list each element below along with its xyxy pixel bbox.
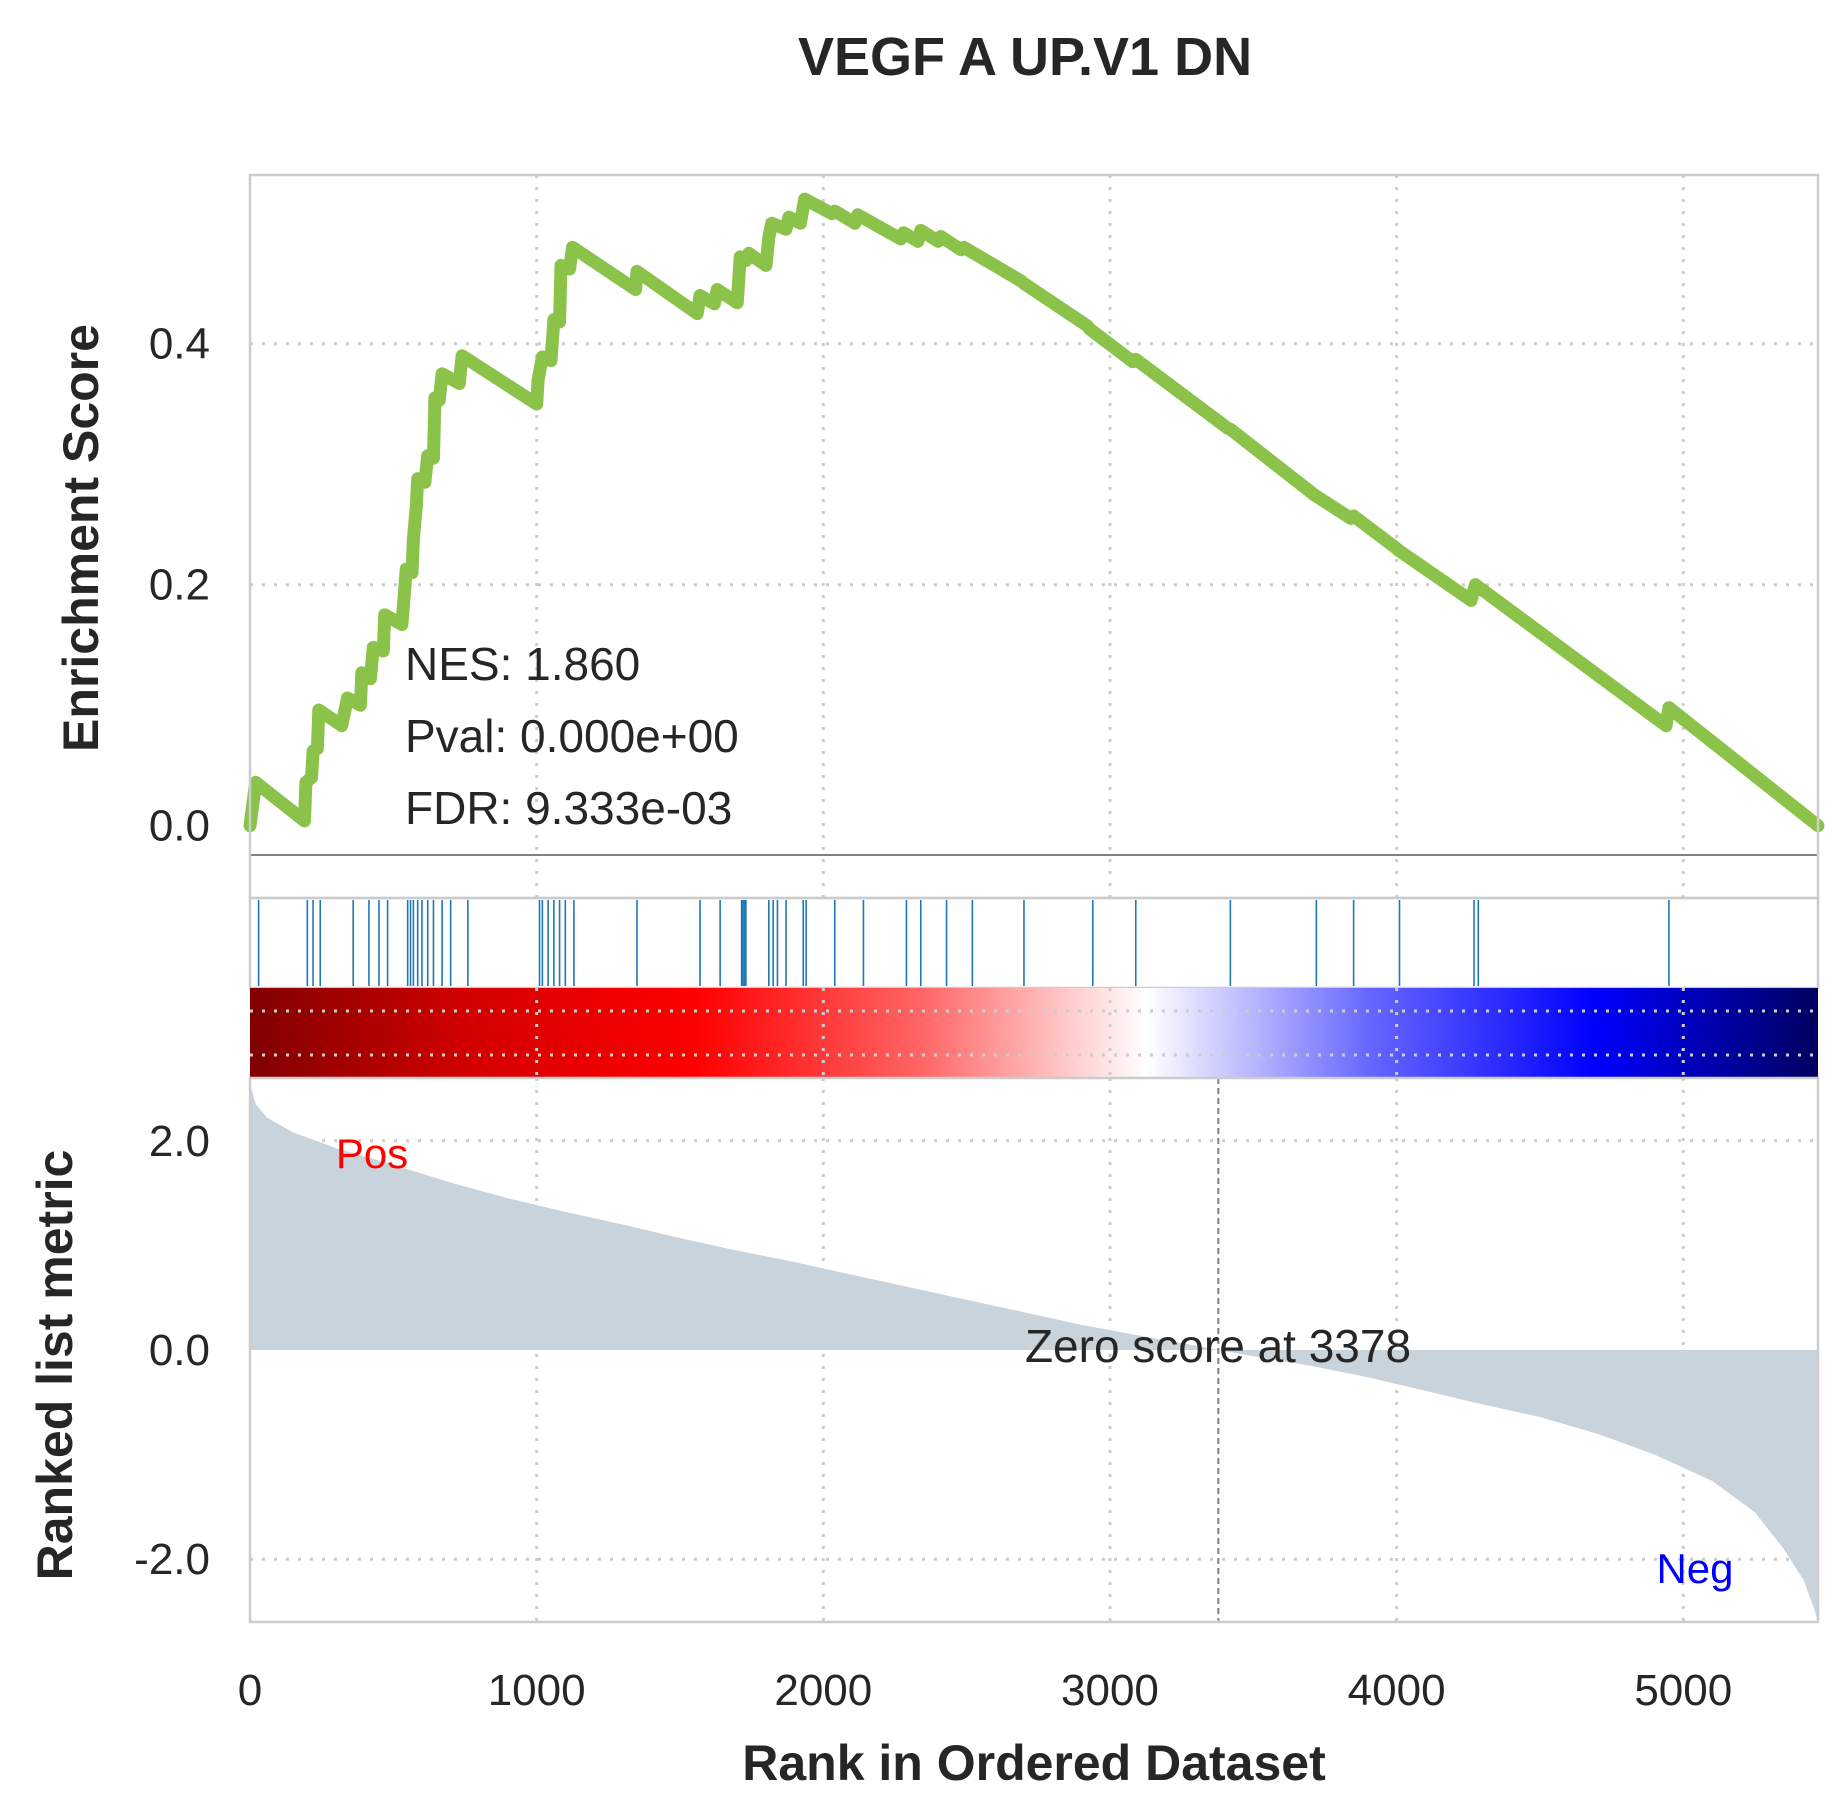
hits-frame bbox=[248, 896, 1820, 990]
ranked-ylabel: Ranked list metric bbox=[27, 1150, 83, 1581]
x-axis-ticks: 0 1000 2000 3000 4000 5000 bbox=[238, 1666, 1732, 1715]
x-tick-label: 1000 bbox=[488, 1666, 586, 1715]
x-axis-label: Rank in Ordered Dataset bbox=[742, 1735, 1326, 1791]
ranked-panel: 2.0 0.0 -2.0 Ranked list metric Pos Neg Ze… bbox=[27, 1076, 1820, 1624]
x-tick-label: 4000 bbox=[1348, 1666, 1446, 1715]
zero-score-annotation: Zero score at 3378 bbox=[1025, 1320, 1411, 1372]
ranked-frame bbox=[248, 1076, 1820, 1624]
y-tick-label: -2.0 bbox=[134, 1535, 210, 1584]
x-tick-label: 0 bbox=[238, 1666, 262, 1715]
y-tick-label: 0.0 bbox=[149, 802, 210, 851]
colorbar-grid bbox=[250, 988, 1818, 1078]
y-tick-label: 0.2 bbox=[149, 561, 210, 610]
chart-title: VEGF A UP.V1 DN bbox=[798, 27, 1252, 87]
neg-label: Neg bbox=[1656, 1545, 1733, 1592]
pos-label: Pos bbox=[336, 1130, 408, 1177]
pval-annotation: Pval: 0.000e+00 bbox=[405, 710, 739, 762]
enrichment-grid bbox=[250, 175, 1818, 898]
nes-annotation: NES: 1.860 bbox=[405, 638, 640, 690]
enrichment-ylabel: Enrichment Score bbox=[53, 324, 109, 752]
x-tick-label: 2000 bbox=[774, 1666, 872, 1715]
colorbar-panel bbox=[250, 988, 1818, 1078]
ranked-metric-area bbox=[250, 1083, 1818, 1622]
y-tick-label: 0.4 bbox=[149, 320, 210, 369]
y-tick-label: 0.0 bbox=[149, 1326, 210, 1375]
rank-colorbar bbox=[250, 988, 1818, 1078]
gene-hits bbox=[257, 900, 1670, 986]
ranked-yticks: 2.0 0.0 -2.0 bbox=[134, 1117, 210, 1584]
enrichment-panel: 0.0 0.2 0.4 Enrichment Score NES: 1.860 Pv… bbox=[53, 173, 1825, 900]
fdr-annotation: FDR: 9.333e-03 bbox=[405, 782, 732, 834]
x-tick-label: 5000 bbox=[1634, 1666, 1732, 1715]
y-tick-label: 2.0 bbox=[149, 1117, 210, 1166]
enrichment-line bbox=[243, 192, 1825, 833]
enrichment-yticks: 0.0 0.2 0.4 bbox=[149, 320, 210, 851]
x-tick-label: 3000 bbox=[1061, 1666, 1159, 1715]
hits-panel bbox=[248, 896, 1820, 990]
